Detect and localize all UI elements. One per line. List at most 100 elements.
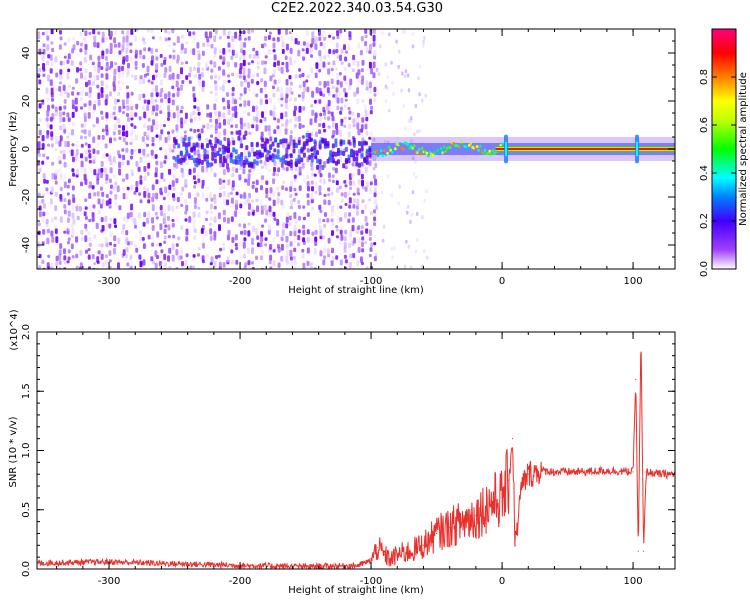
heatmap-cell [146, 153, 150, 158]
trace-cell [375, 149, 378, 153]
heatmap-cell [404, 69, 408, 74]
heatmap-cell [264, 94, 268, 99]
heatmap-cell [47, 104, 50, 112]
heatmap-cell [75, 205, 79, 212]
heatmap-cell [411, 44, 415, 49]
heatmap-cell [138, 79, 142, 85]
snr-data-point [632, 471, 634, 473]
heatmap-cell [168, 184, 172, 190]
heatmap-cell [318, 140, 322, 146]
heatmap-cell [281, 204, 285, 210]
heatmap-cell [300, 148, 304, 154]
heatmap-cell [373, 198, 377, 205]
heatmap-cell [88, 192, 92, 199]
heatmap-cell [251, 199, 254, 204]
heatmap-cell [46, 110, 50, 117]
heatmap-cell [131, 172, 135, 177]
heatmap-cell [331, 157, 335, 163]
heatmap-cell [318, 99, 322, 104]
top-y-axis-label: Frequency (Hz) [8, 111, 19, 187]
heatmap-cell [349, 253, 353, 259]
heatmap-cell [344, 158, 348, 163]
heatmap-cell [205, 254, 209, 258]
heatmap-cell [46, 134, 50, 139]
heatmap-cell [269, 266, 273, 269]
heatmap-cell [164, 155, 168, 160]
heatmap-cell [226, 162, 229, 170]
heatmap-cell [180, 117, 184, 124]
heatmap-cell [339, 267, 343, 269]
heatmap-cell [113, 243, 117, 248]
heatmap-cell [343, 44, 346, 51]
heatmap-cell [200, 154, 204, 158]
heatmap-cell [397, 64, 400, 69]
heatmap-cell [231, 92, 235, 97]
heatmap-cell [335, 67, 338, 71]
heatmap-cell [286, 212, 290, 217]
heatmap-cell [284, 187, 288, 191]
heatmap-cell [58, 254, 62, 261]
heatmap-cell [95, 222, 99, 230]
heatmap-cell [162, 196, 166, 201]
heatmap-cell [424, 93, 427, 98]
heatmap-cell [88, 242, 92, 247]
heatmap-cell [74, 106, 78, 112]
heatmap-cell [361, 59, 365, 66]
chart-title: C2E2.2022.340.03.54.G30 [270, 1, 444, 16]
heatmap-cell [96, 256, 100, 263]
heatmap-cell [374, 154, 378, 159]
heatmap-cell [100, 243, 104, 248]
heatmap-cell [227, 42, 231, 48]
heatmap-cell [226, 35, 230, 39]
heatmap-cell [356, 205, 359, 210]
heatmap-cell [290, 199, 293, 206]
heatmap-cell [251, 225, 255, 231]
heatmap-cell [242, 49, 246, 56]
heatmap-cell [214, 80, 217, 85]
heatmap-cell [231, 113, 235, 118]
heatmap-cell [349, 78, 353, 86]
heatmap-cell [336, 79, 340, 85]
heatmap-cell [221, 84, 225, 92]
heatmap-cell [217, 254, 221, 258]
heatmap-cell [180, 248, 184, 255]
heatmap-cell [323, 199, 327, 205]
heatmap-cell [322, 179, 326, 185]
heatmap-cell [263, 141, 267, 147]
heatmap-cell [53, 223, 57, 229]
heatmap-cell [167, 224, 171, 231]
heatmap-cell [185, 228, 189, 236]
heatmap-cell [42, 62, 45, 70]
heatmap-cell [54, 205, 58, 212]
heatmap-cell [125, 230, 129, 236]
heatmap-cell [96, 178, 100, 185]
heatmap-cell [46, 130, 50, 135]
heatmap-cell [365, 148, 369, 154]
trace-cell [419, 152, 422, 156]
heatmap-cell [318, 123, 322, 127]
heatmap-cell [188, 149, 191, 153]
heatmap-cell [66, 192, 70, 196]
heatmap-cell [314, 112, 318, 119]
heatmap-cell [84, 50, 88, 55]
heatmap-cell [352, 123, 356, 128]
heatmap-cell [80, 129, 84, 134]
heatmap-cell [100, 253, 104, 260]
heatmap-cell [285, 243, 289, 249]
heatmap-cell [293, 187, 297, 192]
heatmap-cell [59, 173, 63, 180]
heatmap-cell [142, 105, 145, 111]
heatmap-cell [50, 217, 54, 223]
heatmap-cell [238, 68, 242, 75]
heatmap-cell [192, 254, 196, 258]
heatmap-cell [306, 175, 310, 180]
heatmap-cell [146, 131, 150, 137]
heatmap-cell [411, 32, 415, 37]
heatmap-cell [234, 31, 238, 39]
heatmap-cell [410, 139, 413, 144]
heatmap-cell [318, 50, 322, 57]
heatmap-cell [45, 87, 49, 94]
heatmap-cell [179, 255, 183, 260]
heatmap-cell [298, 84, 302, 89]
heatmap-cell [122, 249, 126, 256]
